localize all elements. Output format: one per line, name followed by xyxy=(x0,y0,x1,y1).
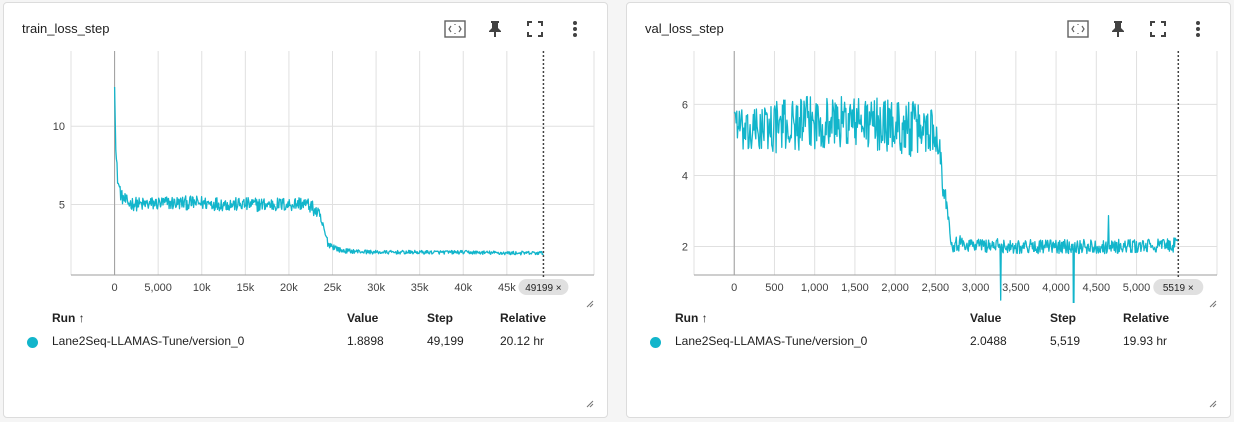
y-tick-label: 4 xyxy=(682,170,688,182)
x-tick-label: 15k xyxy=(236,282,254,294)
card-toolbar xyxy=(1058,17,1218,41)
plot-resize-handle[interactable] xyxy=(584,295,594,308)
run-color-dot xyxy=(650,337,661,348)
x-tick-label: 3,500 xyxy=(1002,282,1030,294)
pin-icon xyxy=(489,21,501,37)
run-value: 1.8898 xyxy=(347,334,384,348)
grid xyxy=(70,51,595,275)
pin-button[interactable] xyxy=(475,17,515,41)
plot-resize-handle[interactable] xyxy=(1207,295,1217,308)
card-title: train_loss_step xyxy=(22,21,110,36)
x-tick-label: 4,500 xyxy=(1083,282,1111,294)
run-color-dot xyxy=(27,337,38,348)
x-tick-label: 500 xyxy=(765,282,783,294)
x-tick-label: 1,500 xyxy=(841,282,869,294)
x-tick-label: 20k xyxy=(280,282,298,294)
x-tick-label: 25k xyxy=(324,282,342,294)
step-marker-badge[interactable]: 5519 × xyxy=(1153,279,1204,295)
grid xyxy=(693,51,1218,275)
run-name: Lane2Seq-LLAMAS-Tune/version_0 xyxy=(52,334,245,348)
fit-domain-button[interactable] xyxy=(1058,17,1098,41)
train-loss-plot[interactable]: 0 5,000 10k 15k 20k 25k 30k 35k 40k 45k 5 10 49199 × xyxy=(4,3,609,303)
more-options-button[interactable] xyxy=(555,17,595,41)
step-marker-background xyxy=(1153,279,1204,295)
card-title: val_loss_step xyxy=(645,21,724,36)
card-toolbar xyxy=(435,17,595,41)
run-column-header[interactable]: Run ↑ xyxy=(675,311,708,325)
x-tick-label: 3,000 xyxy=(962,282,990,294)
x-tick-label: 45k xyxy=(498,282,516,294)
value-column-header[interactable]: Value xyxy=(347,311,379,325)
val-loss-plot[interactable]: 0 500 1,000 1,500 2,000 2,500 3,000 3,500 4,000 4… xyxy=(627,3,1232,303)
step-marker-label: 5519 × xyxy=(1163,283,1194,294)
pin-button[interactable] xyxy=(1098,17,1138,41)
x-tick-label: 5,000 xyxy=(1123,282,1151,294)
table-resize-handle[interactable] xyxy=(1207,395,1217,408)
x-tick-label: 2,500 xyxy=(922,282,950,294)
table-resize-handle[interactable] xyxy=(584,395,594,408)
more-options-button[interactable] xyxy=(1178,17,1218,41)
run-relative: 19.93 hr xyxy=(1123,334,1168,348)
fit-domain-icon xyxy=(1067,20,1089,38)
y-tick-label: 2 xyxy=(682,242,688,254)
y-tick-label: 10 xyxy=(53,121,65,133)
val-loss-card: val_loss_step 0 500 1,000 1,500 2,000 2,500 3,… xyxy=(626,2,1231,418)
fullscreen-icon xyxy=(1150,21,1166,37)
run-relative: 20.12 hr xyxy=(500,334,545,348)
more-vert-icon xyxy=(573,21,577,37)
fullscreen-button[interactable] xyxy=(1138,17,1178,41)
relative-column-header[interactable]: Relative xyxy=(500,311,547,325)
run-step: 5,519 xyxy=(1050,334,1081,348)
x-tick-label: 40k xyxy=(454,282,472,294)
x-tick-label: 2,000 xyxy=(881,282,909,294)
x-tick-label: 1,000 xyxy=(801,282,829,294)
step-marker-badge[interactable]: 49199 × xyxy=(518,279,569,295)
train-loss-card: train_loss_step 0 5,000 10k 15k 20k 25k 30k 35k… xyxy=(3,2,608,418)
run-step: 49,199 xyxy=(427,334,464,348)
step-column-header[interactable]: Step xyxy=(427,311,454,325)
step-column-header[interactable]: Step xyxy=(1050,311,1077,325)
relative-column-header[interactable]: Relative xyxy=(1123,311,1170,325)
step-marker-background xyxy=(518,279,569,295)
x-tick-label: 0 xyxy=(112,282,118,294)
step-marker-label: 49199 × xyxy=(525,283,562,294)
run-column-header[interactable]: Run ↑ xyxy=(52,311,85,325)
fullscreen-button[interactable] xyxy=(515,17,555,41)
x-tick-label: 10k xyxy=(193,282,211,294)
y-tick-label: 6 xyxy=(682,99,688,111)
fullscreen-icon xyxy=(527,21,543,37)
value-column-header[interactable]: Value xyxy=(970,311,1002,325)
run-name: Lane2Seq-LLAMAS-Tune/version_0 xyxy=(675,334,868,348)
x-tick-label: 5,000 xyxy=(144,282,172,294)
x-tick-label: 0 xyxy=(731,282,737,294)
pin-icon xyxy=(1112,21,1124,37)
y-tick-label: 5 xyxy=(59,200,65,212)
x-tick-label: 35k xyxy=(411,282,429,294)
run-value: 2.0488 xyxy=(970,334,1007,348)
fit-domain-button[interactable] xyxy=(435,17,475,41)
fit-domain-icon xyxy=(444,20,466,38)
series-line xyxy=(113,86,544,256)
series-line xyxy=(733,95,1179,303)
x-tick-label: 30k xyxy=(367,282,385,294)
more-vert-icon xyxy=(1196,21,1200,37)
x-tick-label: 4,000 xyxy=(1042,282,1070,294)
